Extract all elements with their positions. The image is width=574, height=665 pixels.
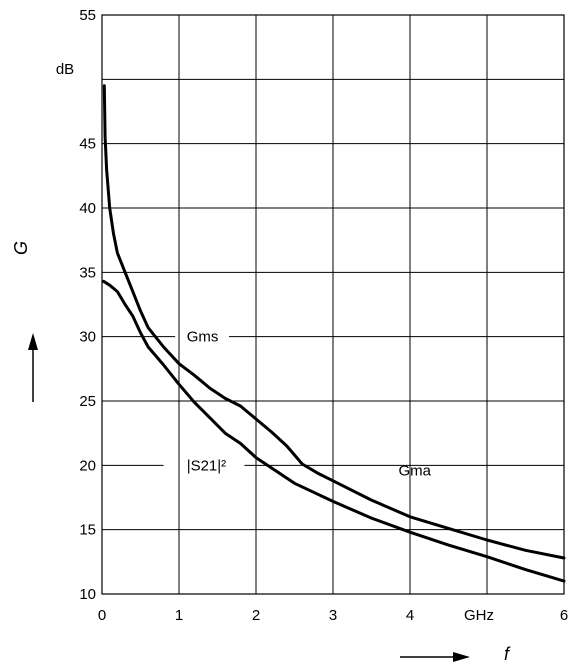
y-unit-label: dB <box>56 61 74 78</box>
plot-frame-rect <box>101 14 565 595</box>
x-tick-label: 0 <box>98 607 106 624</box>
y-tick-label: 20 <box>79 457 96 474</box>
series-line <box>102 84 243 408</box>
grid <box>102 15 564 594</box>
y-tick-label: 45 <box>79 136 96 153</box>
x-tick-label: 1 <box>175 607 183 624</box>
y-tick-label: 35 <box>79 264 96 281</box>
x-axis-label: f <box>504 644 511 664</box>
x-tick-label: 6 <box>560 607 568 624</box>
x-tick-label: 3 <box>329 607 337 624</box>
y-tick-label: 25 <box>79 393 96 410</box>
y-tick-label: 30 <box>79 329 96 346</box>
curves <box>102 84 566 583</box>
y-tick-label: 55 <box>79 7 96 24</box>
series-line <box>239 404 566 560</box>
y-axis-arrow-icon <box>28 333 38 402</box>
labels: 10 15 20 25 30 35 40 45 55 0 1 2 3 4 6 Gms |S21|² Gma <box>79 7 568 624</box>
x-unit-label: GHz <box>464 607 494 624</box>
curve-label: Gma <box>398 462 431 479</box>
curve-label: Gms <box>187 329 219 346</box>
y-axis-label: G <box>11 241 31 255</box>
series-line <box>102 279 566 583</box>
x-axis-arrow-icon <box>400 652 470 662</box>
y-tick-label: 10 <box>79 586 96 603</box>
y-tick-label: 40 <box>79 200 96 217</box>
curve-label: |S21|² <box>187 457 226 474</box>
x-tick-label: 2 <box>252 607 260 624</box>
x-tick-label: 4 <box>406 607 414 624</box>
plot-frame <box>101 14 565 595</box>
y-tick-label: 15 <box>79 522 96 539</box>
